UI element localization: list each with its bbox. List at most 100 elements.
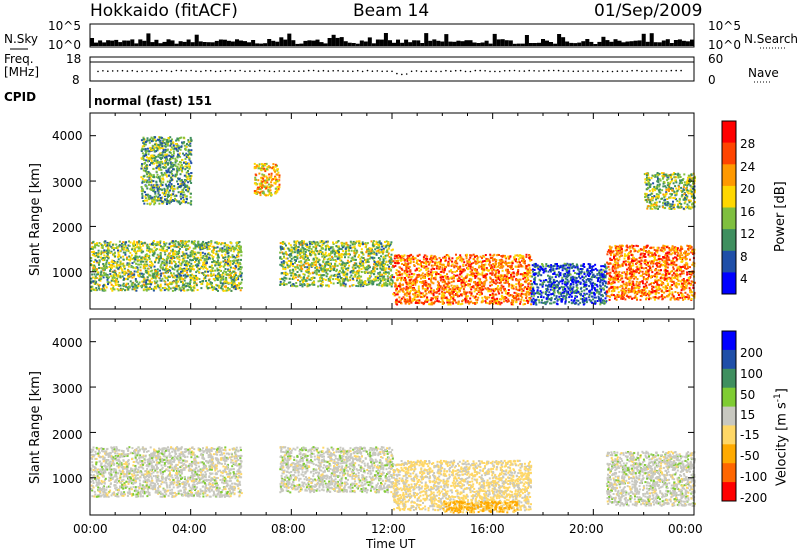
range-gate-cell	[164, 143, 167, 146]
range-gate-cell	[101, 244, 104, 247]
cpid-value: normal (fast) 151	[94, 94, 212, 108]
range-gate-cell	[169, 269, 172, 272]
range-gate-cell	[142, 142, 145, 145]
range-gate-cell	[376, 260, 379, 263]
range-gate-cell	[376, 283, 379, 286]
range-gate-cell	[100, 252, 103, 255]
range-gate-cell	[282, 252, 285, 255]
nave-point	[224, 69, 227, 72]
range-gate-cell	[339, 263, 342, 266]
range-gate-cell	[149, 177, 152, 180]
range-gate-cell	[330, 268, 332, 271]
range-gate-cell	[173, 188, 176, 191]
noise-bar	[98, 40, 103, 46]
range-gate-cell	[165, 174, 168, 176]
range-gate-cell	[168, 287, 171, 290]
range-gate-cell	[336, 252, 339, 255]
noise-bar	[593, 44, 598, 46]
range-gate-cell	[481, 296, 484, 299]
range-gate-cell	[128, 275, 131, 278]
range-gate-cell	[373, 261, 376, 263]
range-gate-cell	[157, 198, 159, 201]
range-gate-cell	[182, 274, 185, 277]
range-gate-cell	[307, 271, 310, 274]
range-gate-cell	[384, 254, 387, 257]
range-gate-cell	[239, 283, 242, 285]
range-gate-cell	[185, 185, 188, 188]
range-gate-cell	[340, 271, 343, 274]
range-gate-cell	[293, 251, 296, 254]
noise-bar	[553, 43, 558, 46]
range-gate-cell	[124, 243, 127, 246]
range-gate-cell	[467, 284, 470, 287]
range-gate-cell	[505, 264, 508, 266]
range-gate-cell	[144, 269, 147, 272]
range-gate-cell	[103, 274, 106, 276]
range-gate-cell	[377, 249, 380, 252]
nave-point	[538, 70, 540, 72]
range-gate-cell	[92, 267, 95, 270]
range-gate-cell	[306, 284, 309, 287]
range-gate-cell	[381, 283, 384, 286]
range-gate-cell	[131, 282, 134, 285]
range-gate-cell	[347, 267, 350, 270]
range-gate-cell	[387, 252, 390, 255]
range-gate-cell	[343, 264, 346, 267]
range-gate-cell	[218, 262, 221, 265]
range-gate-cell	[343, 278, 346, 280]
range-gate-cell	[104, 266, 106, 269]
range-gate-cell	[156, 280, 159, 283]
range-gate-cell	[344, 250, 347, 253]
range-gate-cell	[165, 250, 168, 253]
range-gate-cell	[336, 257, 339, 260]
range-gate-cell	[151, 155, 154, 158]
range-gate-cell	[136, 259, 139, 262]
range-gate-cell	[224, 261, 227, 264]
range-gate-cell	[170, 170, 173, 173]
range-gate-cell	[256, 186, 259, 189]
vel-cb-tick-m100: -100	[740, 470, 768, 484]
nave-point	[107, 70, 109, 72]
range-gate-cell	[279, 257, 282, 260]
range-gate-cell	[221, 288, 224, 290]
range-gate-cell	[133, 270, 136, 273]
range-gate-cell	[200, 266, 202, 269]
range-gate-cell	[102, 259, 105, 262]
range-gate-cell	[142, 250, 145, 253]
nave-point	[655, 70, 658, 72]
range-gate-cell	[141, 152, 144, 155]
range-gate-cell	[514, 254, 517, 257]
range-gate-cell	[382, 264, 385, 266]
range-gate-cell	[90, 259, 93, 262]
range-gate-cell	[470, 300, 473, 303]
range-gate-cell	[400, 297, 403, 300]
range-gate-cell	[117, 251, 120, 254]
range-gate-cell	[318, 263, 321, 266]
range-gate-cell	[132, 242, 135, 245]
range-gate-cell	[173, 195, 176, 197]
range-gate-cell	[222, 272, 225, 274]
range-gate-cell	[270, 172, 273, 175]
range-gate-cell	[178, 258, 181, 261]
range-gate-cell	[188, 167, 191, 170]
range-gate-cell	[191, 289, 194, 292]
range-gate-cell	[192, 264, 195, 267]
range-gate-cell	[173, 268, 176, 271]
range-gate-cell	[379, 267, 382, 270]
noise-bar	[210, 42, 215, 46]
range-gate-cell	[226, 248, 229, 251]
range-gate-cell	[234, 272, 237, 274]
range-gate-cell	[220, 278, 223, 281]
range-gate-cell	[358, 274, 361, 277]
range-gate-cell	[162, 147, 165, 150]
range-gate-cell	[143, 256, 146, 259]
noise-bar	[392, 42, 397, 46]
range-gate-cell	[372, 245, 375, 247]
range-gate-cell	[430, 268, 433, 271]
range-gate-cell	[92, 250, 95, 253]
range-gate-cell	[163, 261, 166, 264]
range-gate-cell	[327, 254, 330, 257]
range-gate-cell	[141, 167, 144, 170]
range-gate-cell	[126, 286, 129, 289]
range-gate-cell	[371, 256, 374, 259]
